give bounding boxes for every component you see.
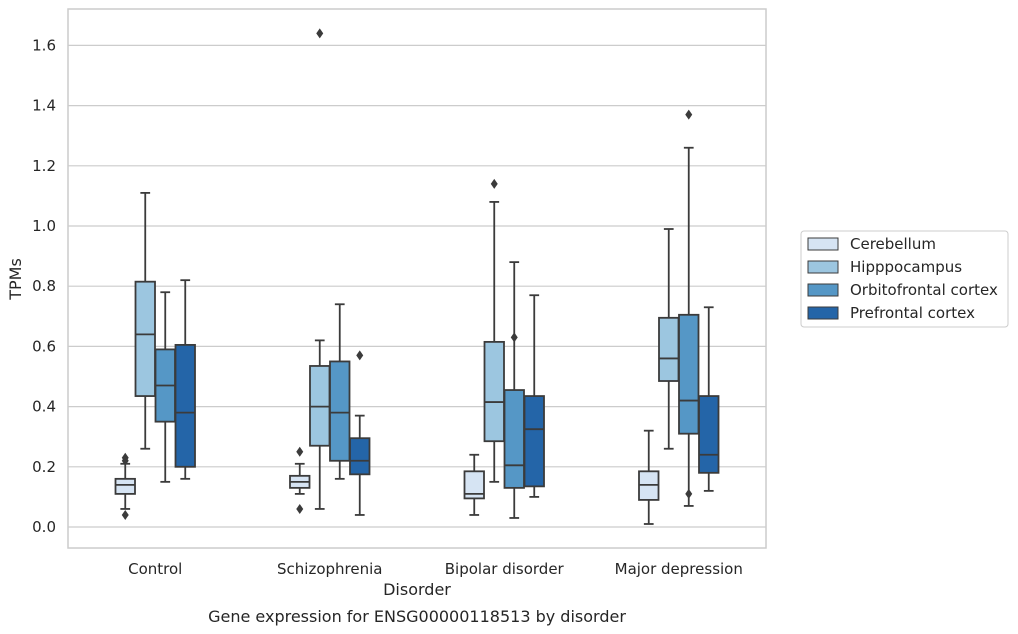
box-plot — [154, 291, 176, 483]
box-plot — [678, 109, 700, 507]
y-tick-label: 1.2 — [32, 157, 56, 175]
box-iqr — [658, 316, 680, 382]
y-tick-label: 1.4 — [32, 97, 56, 115]
legend-item: Hipppocampus — [807, 258, 962, 276]
box-plot — [523, 294, 545, 498]
box-plot — [289, 446, 311, 514]
box-iqr — [174, 343, 196, 468]
legend-item: Prefrontal cortex — [807, 304, 975, 322]
legend-label: Prefrontal cortex — [850, 304, 975, 322]
y-tick-label: 1.0 — [32, 217, 56, 235]
outlier-point — [510, 332, 518, 343]
y-tick-label: 0.6 — [32, 337, 56, 355]
box-plot — [658, 228, 680, 450]
legend-label: Hipppocampus — [850, 258, 962, 276]
box-plot — [503, 261, 525, 519]
box-plot — [114, 452, 136, 520]
legend-swatch — [807, 283, 839, 297]
x-tick-label: Control — [128, 560, 182, 578]
box-plot — [483, 178, 505, 483]
x-tick-label: Schizophrenia — [277, 560, 382, 578]
box-plot — [134, 191, 156, 450]
box-iqr — [678, 313, 700, 435]
y-tick-labels: 0.0 0.2 0.4 0.6 0.8 1.0 1.2 1.4 1.6 — [32, 36, 56, 536]
outlier-point — [356, 350, 364, 361]
legend-label: Orbitofrontal cortex — [850, 281, 998, 299]
outlier-point — [121, 455, 129, 466]
y-axis-title: TPMs — [6, 258, 25, 301]
outlier-point — [685, 109, 693, 120]
outlier-point — [685, 488, 693, 499]
box-plot — [638, 429, 660, 525]
box-iqr — [463, 470, 485, 500]
box-iqr — [483, 340, 505, 443]
box-plot — [463, 453, 485, 516]
outlier-point — [121, 509, 129, 520]
legend-swatch — [807, 306, 839, 320]
legend-frame — [800, 230, 1009, 328]
legend-item: Orbitofrontal cortex — [807, 281, 998, 299]
outlier-point — [296, 446, 304, 457]
box-plot — [349, 350, 371, 516]
y-tick-label: 0.0 — [32, 518, 56, 536]
box-plot — [698, 306, 720, 492]
x-tick-label: Major depression — [615, 560, 743, 578]
box-plot — [309, 28, 331, 510]
legend-swatch — [807, 260, 839, 274]
box-iqr — [503, 389, 525, 489]
outlier-point — [316, 28, 324, 39]
chart-caption: Gene expression for ENSG00000118513 by d… — [208, 607, 626, 626]
box-plot — [329, 303, 351, 480]
plot-area-frame — [67, 8, 767, 549]
legend-items: Cerebellum Hipppocampus Orbitofrontal cort… — [807, 235, 998, 322]
outlier-point — [490, 178, 498, 189]
legend-item: Cerebellum — [807, 235, 936, 253]
box-iqr — [349, 437, 371, 476]
grid-lines — [68, 44, 766, 528]
box-plots — [114, 28, 720, 525]
y-tick-label: 0.8 — [32, 277, 56, 295]
y-tick-label: 1.6 — [32, 36, 56, 54]
box-iqr — [698, 395, 720, 474]
legend-label: Cerebellum — [850, 235, 936, 253]
legend-swatch — [807, 237, 839, 251]
outlier-point — [296, 503, 304, 514]
x-tick-labels: Control Schizophrenia Bipolar disorder Majo… — [128, 560, 743, 578]
box-plot — [174, 279, 196, 480]
x-axis-title: Disorder — [383, 580, 451, 599]
box-iqr — [114, 477, 136, 495]
x-tick-label: Bipolar disorder — [445, 560, 565, 578]
box-iqr — [329, 360, 351, 462]
y-tick-label: 0.4 — [32, 398, 56, 416]
box-iqr — [134, 280, 156, 397]
y-tick-label: 0.2 — [32, 458, 56, 476]
box-iqr — [523, 395, 545, 488]
legend: Cerebellum Hipppocampus Orbitofrontal cort… — [800, 230, 1009, 328]
